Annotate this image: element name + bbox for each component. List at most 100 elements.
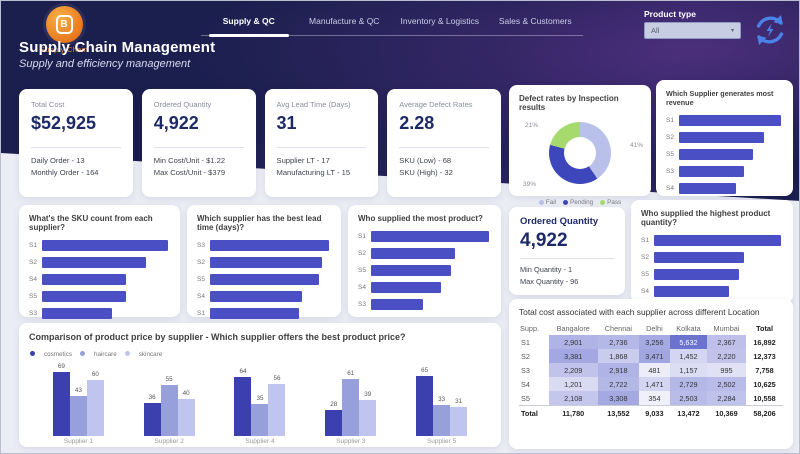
bar[interactable]	[371, 265, 451, 276]
bar[interactable]	[210, 240, 329, 251]
data-label: 35	[256, 394, 264, 402]
bar-row: S1	[29, 240, 168, 251]
table-row: S2 3,381 1,868 3,471 1,452 2,220 12,373	[519, 349, 783, 363]
column[interactable]: 60	[86, 371, 104, 436]
card-label: Ordered Quantity	[520, 216, 599, 227]
grand-total: 58,206	[746, 405, 783, 420]
column[interactable]: 28	[325, 401, 343, 436]
tab-sales-customers[interactable]: Sales & Customers	[498, 16, 572, 26]
bar[interactable]	[371, 282, 441, 293]
bar[interactable]	[210, 308, 299, 319]
bar[interactable]	[679, 149, 754, 160]
highest-quantity-card: Who supplied the highest product quantit…	[631, 200, 793, 314]
revenue-by-supplier-card: Which Supplier generates most revenue S1…	[656, 80, 793, 196]
bar[interactable]	[371, 299, 423, 310]
bar-label: S4	[29, 276, 37, 283]
column-total: 13,472	[670, 405, 707, 420]
row-total: 10,625	[746, 377, 783, 391]
column[interactable]: 56	[268, 375, 286, 436]
column-group: 36 55 40	[143, 376, 195, 436]
supplier-label: S5	[519, 391, 549, 406]
group-label: Supplier 4	[245, 438, 275, 445]
product-type-dropdown[interactable]: All ▾	[644, 22, 741, 39]
bar[interactable]	[654, 235, 781, 246]
column[interactable]: 33	[433, 396, 451, 436]
column-header: Total	[756, 324, 773, 333]
defect-rates-donut-card: Defect rates by Inspection results 41% 3…	[509, 85, 651, 206]
table-cell: 2,284	[706, 391, 747, 406]
column-total: 13,552	[597, 405, 639, 420]
data-label: 69	[57, 363, 65, 370]
total-row: Total 11,780 13,552 9,033 13,472 10,369 58,206	[519, 405, 783, 420]
table-cell: 995	[706, 363, 747, 377]
tab-inventory-logistics[interactable]: Inventory & Logistics	[400, 16, 479, 26]
kpi-detail: SKU (Low) - 68	[399, 156, 452, 165]
bar[interactable]	[210, 291, 303, 302]
bar[interactable]	[654, 286, 729, 297]
column[interactable]: 65	[416, 367, 434, 436]
tab-manufacture-qc[interactable]: Manufacture & QC	[309, 16, 380, 26]
bar[interactable]	[371, 248, 456, 259]
bar[interactable]	[210, 274, 320, 285]
tab-supply-qc[interactable]: Supply & QC	[201, 9, 297, 37]
sku-count-card: What's the SKU count from each supplier?…	[19, 205, 180, 319]
column[interactable]: 36	[143, 394, 161, 436]
price-comparison-card: Comparison of product price by supplier …	[19, 323, 501, 447]
kpi-card: Average Defect Rates 2.28 SKU (Low) - 68 SK…	[387, 89, 501, 197]
table-cell: 2,503	[670, 391, 707, 406]
column[interactable]: 43	[69, 387, 87, 436]
bar[interactable]	[42, 257, 146, 268]
column[interactable]: 64	[234, 368, 252, 436]
bar-row: S1	[641, 235, 781, 246]
bar-row: S4	[197, 291, 329, 302]
group-label: Supplier 2	[154, 438, 184, 445]
pct-label-pass: 21%	[525, 122, 539, 129]
bar-label: S4	[358, 284, 366, 291]
column[interactable]: 69	[52, 363, 70, 436]
bar[interactable]	[42, 291, 127, 302]
column[interactable]: 55	[160, 376, 178, 436]
bar[interactable]	[42, 240, 168, 251]
bar[interactable]	[679, 132, 764, 143]
bar[interactable]	[679, 166, 744, 177]
bar[interactable]	[679, 183, 737, 194]
product-type-value: All	[651, 26, 660, 35]
bar[interactable]	[210, 257, 322, 268]
column-group: 28 61 39	[325, 370, 377, 436]
column[interactable]: 35	[251, 395, 269, 436]
bar[interactable]	[42, 274, 127, 285]
bar[interactable]	[371, 231, 489, 242]
table-row: S1 2,901 2,736 3,256 5,632 2,367 16,892	[519, 335, 783, 349]
bar[interactable]	[42, 308, 113, 319]
column[interactable]: 61	[342, 370, 360, 436]
refresh-sync-icon[interactable]	[750, 10, 790, 50]
app-logo: B Supply Chain	[19, 6, 109, 54]
table-title: Total cost associated with each supplier…	[519, 307, 760, 317]
bar[interactable]	[654, 252, 745, 263]
data-label: 31	[455, 398, 463, 406]
column-header: Delhi	[646, 324, 663, 333]
kpi-value: 2.28	[399, 113, 435, 133]
chart-title: Who supplied the most product?	[358, 214, 483, 223]
bar-row: S4	[358, 282, 489, 293]
column[interactable]: 31	[450, 398, 468, 436]
bar[interactable]	[679, 115, 781, 126]
kpi-label: Avg Lead Time (Days)	[276, 100, 351, 109]
bar-label: S2	[29, 259, 37, 266]
data-label: 60	[91, 371, 99, 379]
kpi-value: 31	[276, 113, 297, 133]
kpi-value: $52,925	[31, 113, 97, 133]
kpi-label: Total Cost	[31, 100, 65, 109]
table-cell: 1,201	[548, 377, 598, 391]
bar-row: S2	[29, 257, 168, 268]
chart-title: Who supplied the highest product quantit…	[641, 209, 771, 227]
column[interactable]: 40	[177, 390, 195, 436]
column[interactable]: 39	[359, 391, 377, 436]
bar-row: S2	[641, 252, 781, 263]
table-row: S3 2,209 2,918 481 1,157 995 7,758	[519, 363, 783, 377]
bar-row: S4	[666, 183, 781, 194]
legend-item: Pending	[563, 199, 593, 206]
price-legend: cosmetics haircare skincare	[19, 346, 501, 360]
bar[interactable]	[654, 269, 739, 280]
